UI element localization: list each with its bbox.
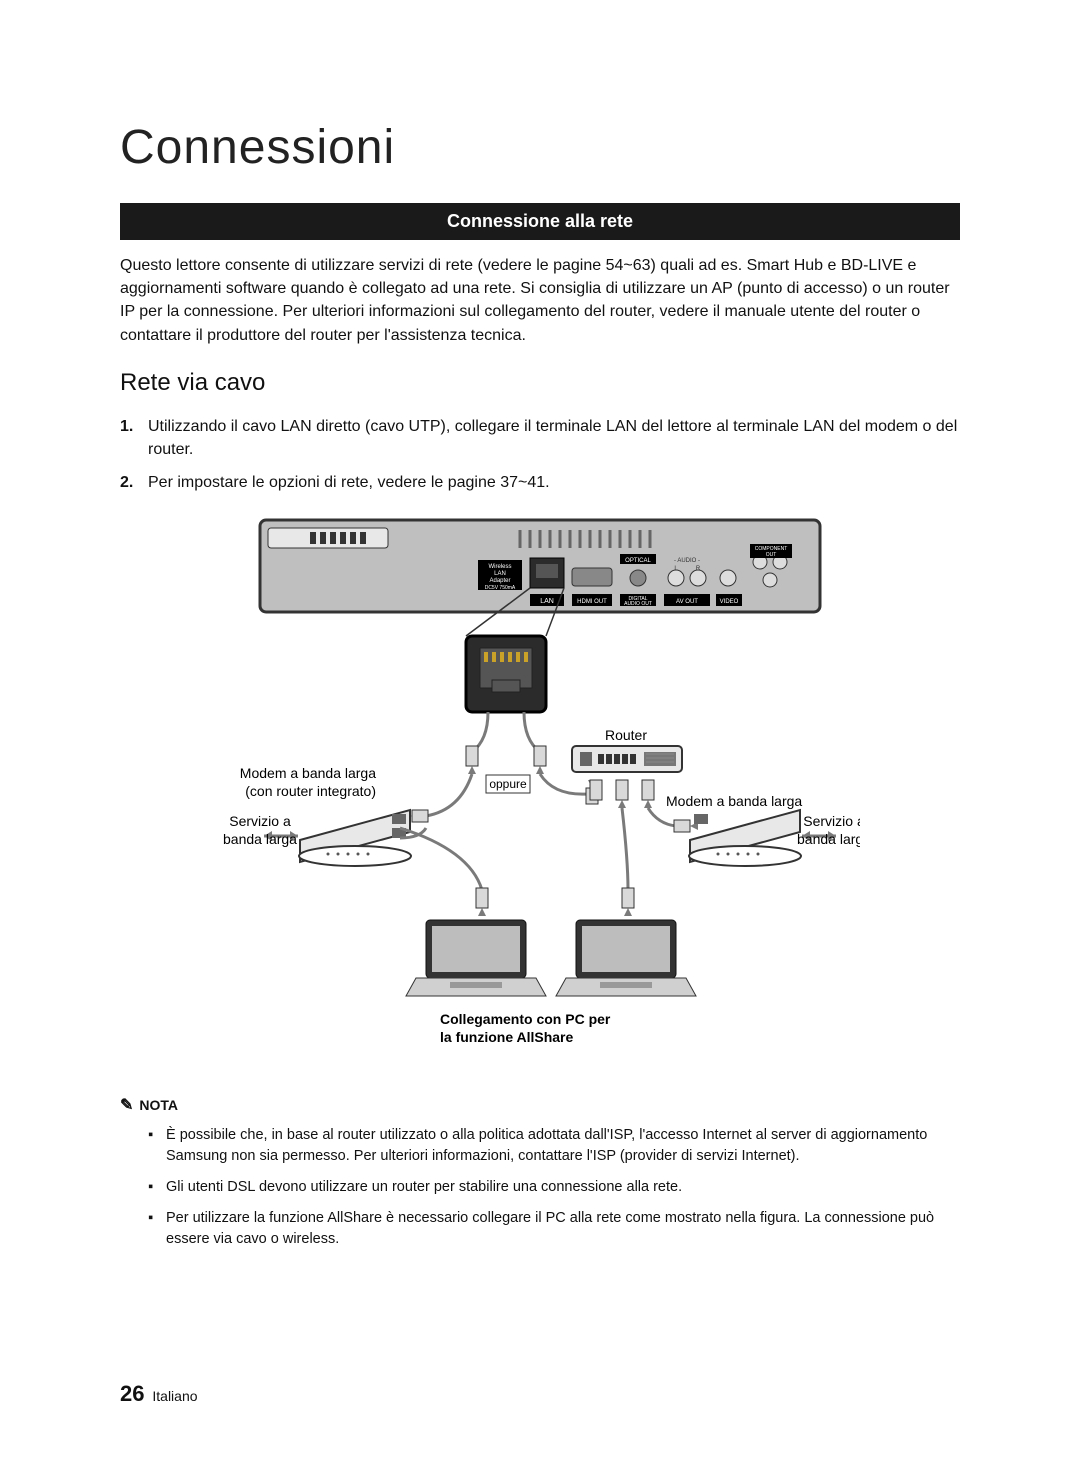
port-label-hdmi: HDMI OUT xyxy=(577,599,607,605)
laptop-right-icon xyxy=(556,920,696,996)
note-heading: ✎ NOTA xyxy=(120,1095,960,1115)
note-3: Per utilizzare la funzione AllShare è ne… xyxy=(148,1208,960,1250)
laptop-left-icon xyxy=(406,920,546,996)
diagram-label-service-left-l2: banda larga xyxy=(223,831,297,847)
diagram-label-service-right-l2: banda larga xyxy=(797,831,860,847)
page-footer: 26 Italiano xyxy=(120,1381,198,1407)
svg-text:- AUDIO -: - AUDIO - xyxy=(674,558,700,564)
svg-text:DC5V 750mA: DC5V 750mA xyxy=(485,585,516,591)
network-diagram: Wireless LAN Adapter DC5V 750mA LAN HDMI… xyxy=(220,510,860,1075)
note-label: NOTA xyxy=(139,1097,178,1113)
svg-text:AUDIO OUT: AUDIO OUT xyxy=(624,601,652,607)
page-number: 26 xyxy=(120,1381,144,1406)
svg-text:LAN: LAN xyxy=(494,571,506,577)
modem-router-icon xyxy=(299,810,411,866)
port-label-avout: AV OUT xyxy=(676,599,698,605)
diagram-label-modem: Modem a banda larga xyxy=(666,793,802,809)
diagram-label-modem-router-l2: (con router integrato) xyxy=(245,783,376,799)
diagram-label-or: oppure xyxy=(489,777,527,791)
diagram-caption-pc-l1: Collegamento con PC per xyxy=(440,1011,611,1027)
note-2: Gli utenti DSL devono utilizzare un rout… xyxy=(148,1177,960,1198)
modem-icon xyxy=(689,810,801,866)
diagram-label-modem-router-l1: Modem a banda larga xyxy=(240,765,376,781)
page-title: Connessioni xyxy=(120,120,960,175)
port-label-wlan: Wireless xyxy=(488,564,511,570)
page-language: Italiano xyxy=(152,1388,197,1404)
pencil-icon: ✎ xyxy=(120,1095,133,1115)
steps-list: Utilizzando il cavo LAN diretto (cavo UT… xyxy=(120,415,960,495)
section-bar: Connessione alla rete xyxy=(120,203,960,240)
diagram-label-router: Router xyxy=(605,727,647,743)
port-label-video: VIDEO xyxy=(720,599,739,605)
port-label-optical: OPTICAL xyxy=(625,558,651,564)
subheading-wired: Rete via cavo xyxy=(120,369,960,397)
step-1: Utilizzando il cavo LAN diretto (cavo UT… xyxy=(120,415,960,461)
svg-text:OUT: OUT xyxy=(766,552,777,558)
diagram-caption-pc-l2: la funzione AllShare xyxy=(440,1029,573,1045)
diagram-label-service-left-l1: Servizio a xyxy=(229,813,291,829)
diagram-label-service-right-l1: Servizio a xyxy=(803,813,860,829)
port-label-lan: LAN xyxy=(540,598,554,605)
note-1: È possibile che, in base al router utili… xyxy=(148,1125,960,1167)
notes-list: È possibile che, in base al router utili… xyxy=(120,1125,960,1250)
svg-text:R: R xyxy=(696,566,701,572)
step-2: Per impostare le opzioni di rete, vedere… xyxy=(120,471,960,494)
svg-text:Adapter: Adapter xyxy=(489,578,510,584)
intro-paragraph: Questo lettore consente di utilizzare se… xyxy=(120,254,960,347)
